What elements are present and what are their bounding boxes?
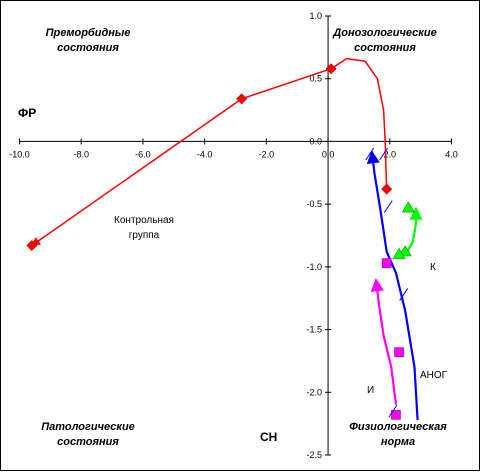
y-axis-label: ФР: [18, 106, 36, 120]
point-triangle: [401, 201, 415, 213]
point-square: [394, 347, 404, 357]
x-tick-label: -4.0: [197, 149, 213, 159]
annotation-i: И: [367, 385, 374, 396]
y-tick-label: 1.0: [310, 11, 323, 21]
quadrant-label-top-right-1: Донозологические: [332, 27, 436, 39]
x-tick-label: 4.0: [445, 149, 458, 159]
x-tick-label: -2.0: [259, 149, 275, 159]
x-tick-label: -10.0: [9, 149, 30, 159]
quadrant-label-top-right-2: состояния: [354, 42, 416, 54]
point-diamond: [26, 240, 38, 251]
series-line-1: [366, 150, 419, 420]
x-tick-label: 0.0: [322, 149, 335, 159]
x-axis-label: СН: [260, 430, 277, 444]
axes: -10.0 -8.0 -6.0 -4.0 -2.0 0.0 2.0 4.0 1.0 0.5 0.0 -…: [9, 11, 458, 460]
point-triangle: [392, 247, 406, 259]
y-tick-label: -2.0: [307, 387, 323, 397]
markers-layer: [26, 63, 415, 420]
series-line-0: [31, 57, 388, 247]
y-tick-label: 0.0: [310, 136, 323, 146]
x-tick-label: -6.0: [135, 149, 151, 159]
y-tick-label: -1.5: [307, 325, 323, 335]
error-slash: [399, 288, 409, 301]
annotation-control-2: группа: [129, 230, 160, 241]
error-slash: [388, 404, 398, 418]
error-slash: [383, 200, 393, 213]
point-square: [381, 258, 392, 268]
quadrant-label-top-left-1: Преморбидные: [46, 27, 131, 39]
point-diamond: [236, 93, 248, 105]
point-square: [391, 410, 401, 420]
quadrant-label-bottom-right-2: норма: [381, 436, 415, 448]
series-line-2: [398, 206, 423, 256]
x-tick-label: 2.0: [384, 149, 397, 159]
quadrant-label-bottom-left-1: Патологические: [41, 421, 135, 433]
y-tick-label: -2.5: [307, 450, 323, 460]
x-tick-label: -8.0: [73, 149, 89, 159]
quadrant-label-top-left-2: состояния: [57, 42, 119, 54]
quadrant-label-bottom-left-2: состояния: [57, 436, 119, 448]
annotation-control-1: Контрольная: [114, 215, 174, 226]
series-line-3: [370, 278, 398, 405]
point-diamond: [325, 63, 337, 75]
quadrant-label-bottom-right-1: Физиологическая: [349, 421, 447, 433]
y-tick-label: 0.5: [310, 74, 323, 84]
point-diamond: [381, 183, 393, 195]
series-layer: [31, 57, 423, 420]
annotation-anog: АНОГ: [420, 370, 448, 381]
error-slash: [379, 147, 389, 161]
error-slash: [365, 147, 375, 161]
y-tick-label: -0.5: [307, 199, 323, 209]
annotation-k: К: [430, 262, 436, 273]
y-tick-label: -1.0: [307, 262, 323, 272]
